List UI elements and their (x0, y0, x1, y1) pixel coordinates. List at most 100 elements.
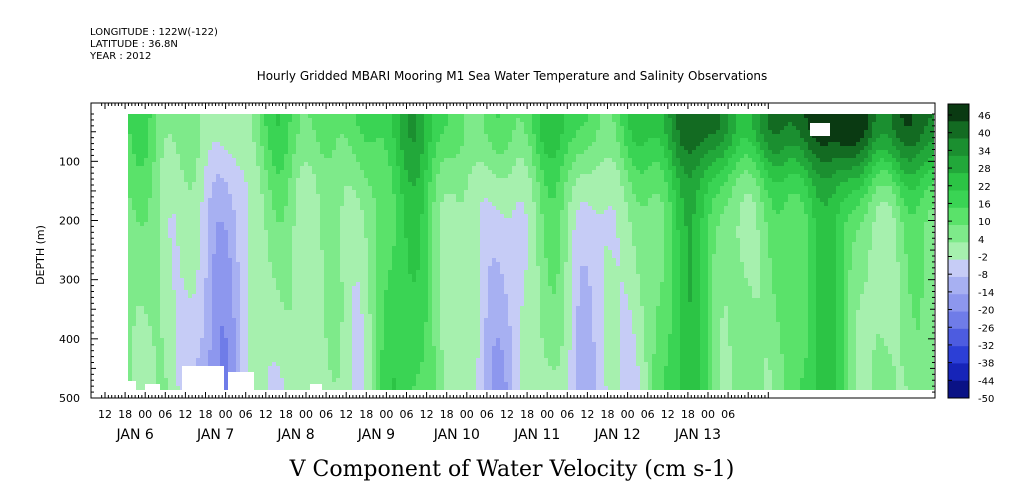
heatmap-cell (860, 154, 865, 159)
heatmap-cell (636, 130, 641, 135)
heatmap-cell (164, 162, 169, 167)
heatmap-cell (172, 122, 177, 127)
heatmap-cell (328, 150, 333, 155)
heatmap-cell (884, 146, 889, 151)
heatmap-cell (424, 198, 429, 203)
heatmap-cell (628, 170, 633, 175)
heatmap-cell (348, 190, 353, 195)
heatmap-cell (276, 134, 281, 139)
heatmap-cell (384, 154, 389, 159)
heatmap-cell (812, 190, 817, 195)
heatmap-cell (688, 198, 693, 203)
heatmap-cell (712, 186, 717, 191)
heatmap-cell (228, 146, 233, 151)
heatmap-cell (448, 134, 453, 139)
heatmap-cell (696, 162, 701, 167)
heatmap-cell (856, 122, 861, 127)
heatmap-cell (428, 150, 433, 155)
heatmap-cell (816, 114, 821, 119)
heatmap-cell (408, 154, 413, 159)
heatmap-cell (448, 198, 453, 203)
heatmap-cell (492, 118, 497, 123)
heatmap-cell (876, 166, 881, 171)
heatmap-cell (304, 114, 309, 119)
heatmap-cell (384, 126, 389, 131)
heatmap-cell (760, 126, 765, 131)
heatmap-cell (852, 198, 857, 203)
heatmap-cell (624, 126, 629, 131)
heatmap-cell (216, 174, 221, 179)
heatmap-cell (640, 126, 645, 131)
heatmap-cell (536, 158, 541, 163)
heatmap-cell (684, 190, 689, 195)
heatmap-cell (800, 198, 805, 203)
heatmap-cell (740, 178, 745, 183)
heatmap-cell (304, 138, 309, 143)
heatmap-cell (672, 114, 677, 119)
heatmap-cell (492, 186, 497, 191)
heatmap-cell (244, 114, 249, 119)
heatmap-cell (488, 178, 493, 183)
heatmap-cell (660, 142, 665, 147)
heatmap-cell (908, 174, 913, 179)
heatmap-cell (548, 126, 553, 131)
heatmap-cell (308, 126, 313, 131)
heatmap-cell (844, 198, 849, 203)
heatmap-cell (248, 162, 253, 167)
heatmap-cell (400, 138, 405, 143)
heatmap-cell (916, 178, 921, 183)
heatmap-cell (584, 186, 589, 191)
heatmap-cell (420, 174, 425, 179)
heatmap-cell (524, 150, 529, 155)
heatmap-cell (832, 174, 837, 179)
heatmap-cell (328, 122, 333, 127)
heatmap-cell (416, 114, 421, 119)
heatmap-cell (336, 206, 341, 211)
heatmap-cell (256, 166, 261, 171)
heatmap-cell (760, 162, 765, 167)
heatmap-cell (656, 134, 661, 139)
heatmap-cell (344, 194, 349, 199)
heatmap-cell (876, 170, 881, 175)
heatmap-cell (224, 114, 229, 119)
heatmap-cell (332, 130, 337, 135)
heatmap-cell (460, 194, 465, 199)
heatmap-cell (652, 118, 657, 123)
heatmap-cell (688, 210, 693, 215)
heatmap-cell (240, 194, 245, 199)
heatmap-cell (928, 162, 933, 167)
heatmap-cell (692, 158, 697, 163)
heatmap-cell (196, 114, 201, 119)
heatmap-cell (524, 142, 529, 147)
heatmap-cell (628, 158, 633, 163)
heatmap-cell (792, 170, 797, 175)
heatmap-cell (312, 134, 317, 139)
heatmap-cell (340, 174, 345, 179)
heatmap-cell (564, 198, 569, 203)
heatmap-cell (508, 174, 513, 179)
heatmap-cell (784, 198, 789, 203)
heatmap-cell (396, 174, 401, 179)
heatmap-cell (568, 206, 573, 211)
heatmap-cell (828, 202, 833, 207)
heatmap-cell (460, 182, 465, 187)
heatmap-cell (464, 122, 469, 127)
heatmap-cell (520, 154, 525, 159)
heatmap-cell (748, 182, 753, 187)
heatmap-cell (248, 190, 253, 195)
heatmap-cell (832, 178, 837, 183)
heatmap-cell (260, 210, 265, 215)
heatmap-cell (348, 178, 353, 183)
heatmap-cell (908, 198, 913, 203)
heatmap-cell (924, 186, 929, 191)
heatmap-cell (416, 206, 421, 211)
heatmap-cell (784, 146, 789, 151)
heatmap-cell (872, 130, 877, 135)
heatmap-cell (492, 122, 497, 127)
heatmap-cell (488, 182, 493, 187)
heatmap-cell (796, 170, 801, 175)
heatmap-cell (540, 166, 545, 171)
heatmap-cell (236, 182, 241, 187)
heatmap-cell (300, 126, 305, 131)
heatmap-cell (276, 158, 281, 163)
